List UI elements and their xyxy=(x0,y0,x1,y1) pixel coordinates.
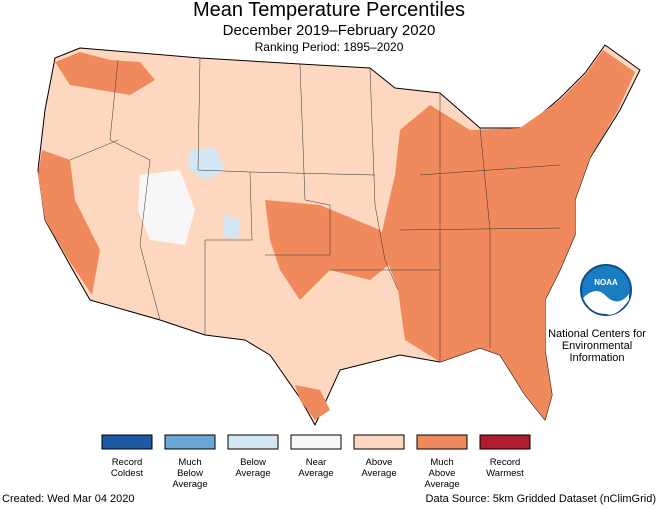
much-above-west xyxy=(38,150,100,295)
legend-label: Coldest xyxy=(111,468,144,479)
us-map xyxy=(37,44,641,426)
logo-caption: National Centers forEnvironmentalInforma… xyxy=(548,328,646,364)
legend-label: Average xyxy=(235,468,270,479)
legend-swatch xyxy=(416,434,468,450)
legend-label: Near xyxy=(306,457,327,468)
legend-label: Warmest xyxy=(486,468,524,479)
legend-swatch xyxy=(353,434,405,450)
legend: RecordColdestMuchBelowAverageBelowAverag… xyxy=(101,434,531,490)
logo-wave xyxy=(583,290,629,315)
legend-label: Below xyxy=(177,468,203,479)
legend-label: Record xyxy=(490,457,521,468)
legend-swatch xyxy=(101,434,153,450)
data-source: Data Source: 5km Gridded Dataset (nClimG… xyxy=(426,493,656,505)
subtitle: December 2019–February 2020 xyxy=(223,22,436,39)
legend-label: Above xyxy=(366,457,393,468)
below-average-wy xyxy=(188,148,240,240)
much-above-nw xyxy=(55,52,155,95)
caption-line: Information xyxy=(569,352,624,364)
legend-swatch xyxy=(227,434,279,450)
created: Created: Wed Mar 04 2020 xyxy=(2,493,134,505)
caption-line: Environmental xyxy=(562,340,632,352)
legend-label: Average xyxy=(298,468,333,479)
ranking-period: Ranking Period: 1895–2020 xyxy=(255,40,404,54)
much-above-texas xyxy=(295,385,330,420)
legend-label: Average xyxy=(361,468,396,479)
legend-label: Record xyxy=(112,457,143,468)
legend-label: Average xyxy=(424,479,459,490)
logo-text: NOAA xyxy=(594,278,618,287)
legend-label: Above xyxy=(429,468,456,479)
legend-label: Below xyxy=(240,457,266,468)
state-lines xyxy=(69,57,561,362)
legend-swatch xyxy=(164,434,216,450)
legend-label: Average xyxy=(172,479,207,490)
legend-swatch xyxy=(479,434,531,450)
legend-label: Much xyxy=(430,457,453,468)
noaa-logo: NOAA xyxy=(580,264,632,316)
much-above-east xyxy=(380,50,635,420)
legend-swatch xyxy=(290,434,342,450)
near-average-ut xyxy=(138,170,195,245)
legend-label: Much xyxy=(178,457,201,468)
title: Mean Temperature Percentiles xyxy=(193,0,465,21)
caption-line: National Centers for xyxy=(548,328,646,340)
